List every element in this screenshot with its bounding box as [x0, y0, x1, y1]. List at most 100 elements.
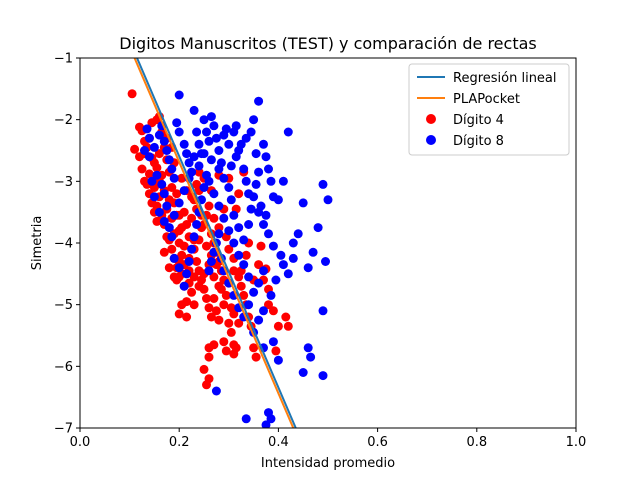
point-series-1-130 — [256, 201, 266, 211]
point-series-1-59 — [308, 247, 318, 257]
point-series-0-117 — [264, 300, 273, 310]
point-series-1-5 — [154, 130, 164, 140]
point-series-1-90 — [219, 213, 229, 223]
point-series-0-119 — [273, 321, 283, 331]
y-tick-label-2: −3 — [54, 175, 73, 190]
y-tick-label-0: −1 — [54, 52, 73, 67]
x-axis-label: Intensidad promedio — [261, 456, 395, 471]
point-series-0-118 — [268, 306, 278, 316]
point-series-0-160 — [169, 272, 179, 282]
point-series-1-21 — [194, 139, 204, 149]
point-series-0-91 — [174, 226, 184, 236]
point-series-0-4 — [130, 144, 140, 154]
point-series-0-176 — [209, 340, 219, 350]
point-series-1-49 — [264, 229, 273, 239]
line-0 — [136, 58, 297, 428]
point-series-1-115 — [164, 223, 174, 233]
point-series-1-112 — [147, 176, 157, 186]
point-series-1-125 — [244, 220, 254, 229]
point-series-0-138 — [202, 241, 211, 251]
point-series-0-66 — [226, 327, 236, 337]
line-1 — [133, 58, 295, 428]
y-tick-label-5: −6 — [54, 360, 73, 375]
point-series-0-50 — [202, 294, 211, 303]
point-series-1-111 — [149, 192, 159, 202]
point-series-0-147 — [241, 250, 251, 260]
point-series-1-7 — [159, 136, 169, 146]
point-series-1-153 — [226, 161, 236, 171]
point-series-0-51 — [204, 303, 214, 313]
point-series-1-50 — [268, 241, 278, 251]
point-series-1-78 — [268, 337, 278, 347]
point-series-0-174 — [177, 300, 187, 310]
point-series-1-37 — [239, 164, 249, 174]
point-series-0-178 — [229, 340, 239, 350]
point-series-1-102 — [182, 269, 192, 279]
point-series-1-114 — [159, 216, 169, 226]
point-series-0-124 — [281, 312, 291, 322]
point-series-1-61 — [318, 179, 328, 189]
point-series-1-105 — [169, 253, 179, 263]
point-series-0-26 — [167, 244, 177, 254]
legend-label-digito-4: Dígito 4 — [453, 113, 504, 128]
point-series-1-74 — [259, 306, 268, 316]
point-series-0-99 — [224, 244, 234, 254]
point-series-1-40 — [249, 115, 259, 125]
point-series-1-91 — [214, 201, 224, 211]
point-series-1-65 — [303, 343, 313, 353]
legend: Regresión lineal PLAPocket Dígito 4 Dígi… — [408, 63, 570, 156]
points-layer — [127, 89, 333, 428]
point-series-1-113 — [154, 207, 164, 217]
x-tick-label-3: 0.6 — [367, 435, 388, 450]
point-series-1-82 — [261, 420, 271, 428]
point-series-1-26 — [206, 112, 216, 122]
point-series-1-103 — [179, 281, 189, 291]
point-series-1-101 — [184, 257, 194, 266]
point-series-1-118 — [179, 186, 189, 196]
point-series-0-173 — [229, 266, 239, 276]
legend-swatch-digito-8 — [426, 135, 436, 145]
point-series-1-151 — [214, 164, 224, 174]
point-series-0-44 — [194, 167, 204, 177]
point-series-1-15 — [179, 139, 189, 149]
point-series-1-19 — [189, 105, 199, 115]
point-series-1-4 — [149, 142, 159, 152]
point-series-1-68 — [298, 368, 308, 377]
point-series-1-157 — [251, 149, 261, 159]
point-series-1-127 — [249, 192, 259, 202]
point-series-0-41 — [187, 213, 197, 223]
point-series-1-53 — [278, 260, 288, 270]
point-series-0-133 — [177, 173, 187, 183]
point-series-1-42 — [259, 139, 268, 149]
y-axis: −1 −2 −3 −4 −5 −6 −7 — [54, 52, 80, 437]
point-series-1-52 — [276, 250, 286, 260]
point-series-0-55 — [204, 201, 214, 211]
point-series-1-17 — [184, 158, 194, 168]
x-tick-label-0: 0.0 — [70, 435, 91, 450]
point-series-0-142 — [221, 290, 231, 300]
point-series-1-123 — [234, 223, 244, 233]
point-series-1-126 — [246, 204, 256, 214]
point-series-1-152 — [219, 173, 229, 183]
point-series-1-86 — [239, 260, 249, 270]
point-series-1-128 — [251, 179, 261, 189]
point-series-0-96 — [209, 213, 219, 223]
point-series-1-33 — [224, 139, 234, 149]
point-series-0-144 — [229, 309, 239, 319]
point-series-1-16 — [182, 149, 192, 159]
point-series-1-70 — [278, 176, 288, 186]
point-series-0-64 — [214, 315, 224, 325]
point-series-1-41 — [254, 96, 264, 106]
point-series-1-147 — [189, 152, 199, 162]
point-series-0-145 — [234, 318, 244, 328]
point-series-0-107 — [249, 343, 259, 353]
point-series-1-146 — [259, 266, 268, 276]
point-series-1-149 — [199, 149, 209, 159]
point-series-1-14 — [174, 127, 184, 137]
point-series-1-35 — [231, 121, 241, 131]
point-series-0-62 — [209, 294, 219, 303]
point-series-0-165 — [189, 272, 199, 282]
x-tick-label-2: 0.4 — [268, 435, 289, 450]
point-series-0-115 — [254, 260, 264, 270]
